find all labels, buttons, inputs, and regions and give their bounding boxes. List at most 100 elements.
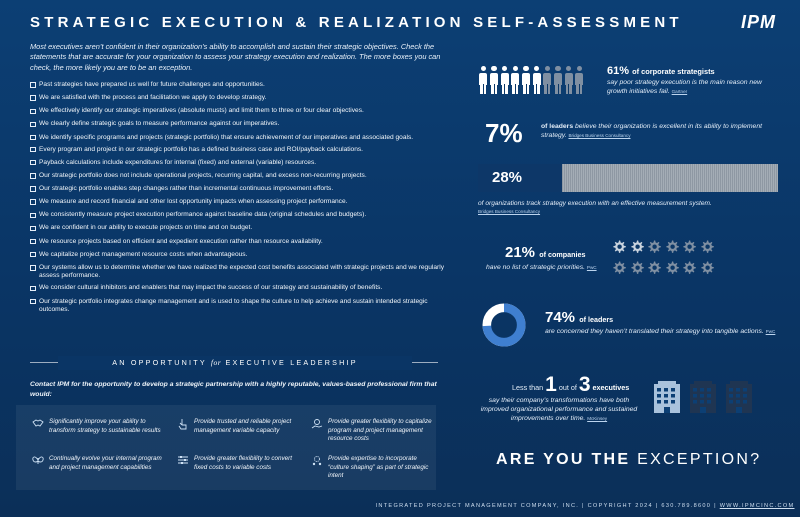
stat-companies-text: have no list of strategic priorities. Pw… [486,264,597,271]
benefit-item: Provide expertise to incorporate “cultur… [311,455,436,481]
gear-icon [611,239,627,255]
contact-text: Contact IPM for the opportunity to devel… [30,381,437,398]
checkbox[interactable] [30,108,36,115]
benefits-panel [16,405,436,490]
checkbox[interactable] [30,212,36,219]
stat-executives: Less than 1 out of 3 executives [512,373,630,396]
gear-icon [681,260,697,276]
checkbox[interactable] [30,134,36,141]
checklist-item[interactable]: We consistently measure project executio… [30,211,445,220]
person-icon [499,66,510,96]
stat-leaders-excellent-value: 7% [485,118,523,148]
checklist-item[interactable]: Our systems allow us to determine whethe… [30,264,445,281]
gear-icon [681,239,697,255]
sliders-icon [177,455,189,472]
citation-link[interactable]: Bridges Business Consultancy [478,209,541,214]
checkbox[interactable] [30,173,36,179]
gear-icon [664,239,680,255]
building-icon [724,380,754,413]
self-assessment-checklist: Past strategies have prepared us well fo… [30,81,445,318]
person-icon [531,66,542,96]
checkbox[interactable] [30,199,36,205]
person-icon [574,66,585,96]
checklist-item[interactable]: We capitalize project management resourc… [30,251,445,260]
gear-icon [629,260,645,276]
citation-link[interactable]: Bridges Business Consultancy [568,133,631,138]
gear-icon [611,260,627,276]
checklist-item[interactable]: Our strategic portfolio integrates chang… [30,298,445,315]
hand-pointer-icon [177,418,189,435]
checkbox[interactable] [30,159,36,166]
checkbox[interactable] [30,82,36,88]
checklist-item[interactable]: Our strategic portfolio does not include… [30,172,445,181]
person-icon [542,66,553,96]
checklist-item[interactable]: Our strategic portfolio enables step cha… [30,185,445,194]
stat-measurement-text: of organizations track strategy executio… [478,200,712,214]
person-icon [521,66,532,96]
opportunity-banner: AN OPPORTUNITY for EXECUTIVE LEADERSHIP [58,356,412,370]
checkbox[interactable] [30,265,36,271]
checklist-item[interactable]: We resource projects based on efficient … [30,238,445,247]
checkbox[interactable] [30,225,36,232]
checklist-item[interactable]: We consider cultural inhibitors and enab… [30,284,445,293]
butterfly-icon [32,455,44,472]
checklist-item[interactable]: We are confident in our ability to execu… [30,224,445,233]
person-icon [553,66,564,96]
handshake-icon [32,418,44,435]
stat-strategists-text: say poor strategy execution is the main … [607,79,762,95]
benefit-item: Provide greater flexibility to capitaliz… [311,418,436,444]
checklist-item[interactable]: We clearly define strategic goals to mea… [30,120,445,129]
gear-icon [646,239,662,255]
stat-companies: 21% of companies [505,244,586,261]
benefit-item: Significantly improve your ability to tr… [32,418,162,435]
website-link[interactable]: WWW.IPMCINC.COM [719,503,795,509]
citation-link[interactable]: PwC [765,329,776,334]
person-icon [510,66,521,96]
checklist-item[interactable]: We are satisfied with the process and fa… [30,94,445,103]
checklist-item[interactable]: We measure and record financial and othe… [30,198,445,207]
checkbox[interactable] [30,186,36,192]
checkbox[interactable] [30,298,36,305]
checkbox[interactable] [30,121,36,128]
donut-value-arc [482,303,526,347]
intro-text: Most executives aren’t confident in thei… [30,42,441,72]
donut-inner-ring [491,312,517,338]
checkbox[interactable] [30,285,36,292]
stat-executives-text: say their company’s transformations have… [480,397,638,422]
person-icon [564,66,575,96]
gear-icon [699,260,715,276]
person-icon [489,66,500,96]
gear-icon-grid [611,239,723,281]
people-icon-row [478,66,585,96]
person-icon [478,66,489,96]
ipm-logo: IPM [740,12,776,32]
citation-link[interactable]: McKinsey [587,415,608,421]
gear-icon [646,260,662,276]
checklist-item[interactable]: We effectively identify our strategic im… [30,107,445,116]
checklist-item[interactable]: Past strategies have prepared us well fo… [30,81,445,90]
exception-headline: ARE YOU THE EXCEPTION? [496,451,762,468]
benefit-item: Provide greater flexibility to convert f… [177,455,307,472]
coins-hand-icon [311,418,323,444]
checkbox[interactable] [30,146,36,153]
donut-chart [482,303,526,347]
citation-link[interactable]: Gartner [671,88,688,94]
benefit-item: Provide trusted and reliable project man… [177,418,307,435]
citation-link[interactable]: PwC [586,265,597,270]
stat-strategists: 61% of corporate strategists [607,65,715,77]
stat-leaders-concerned: 74% of leaders [545,309,614,326]
building-icon [652,380,682,413]
building-icon-row [652,380,754,413]
footer: INTEGRATED PROJECT MANAGEMENT COMPANY, I… [375,503,795,509]
benefit-item: Continually evolve your internal program… [32,455,162,472]
gear-icon [629,239,645,255]
checklist-item[interactable]: Every program and project in our strateg… [30,146,445,155]
people-gear-icon [311,455,323,481]
stat-leaders-excellent-text: of leaders believe their organization is… [541,123,763,139]
checklist-item[interactable]: Payback calculations include expenditure… [30,159,445,168]
stat-leaders-concerned-text: are concerned they haven’t translated th… [545,328,776,335]
checkbox[interactable] [30,95,36,101]
checkbox[interactable] [30,238,36,245]
checkbox[interactable] [30,251,36,258]
checklist-item[interactable]: We identify specific programs and projec… [30,134,445,143]
